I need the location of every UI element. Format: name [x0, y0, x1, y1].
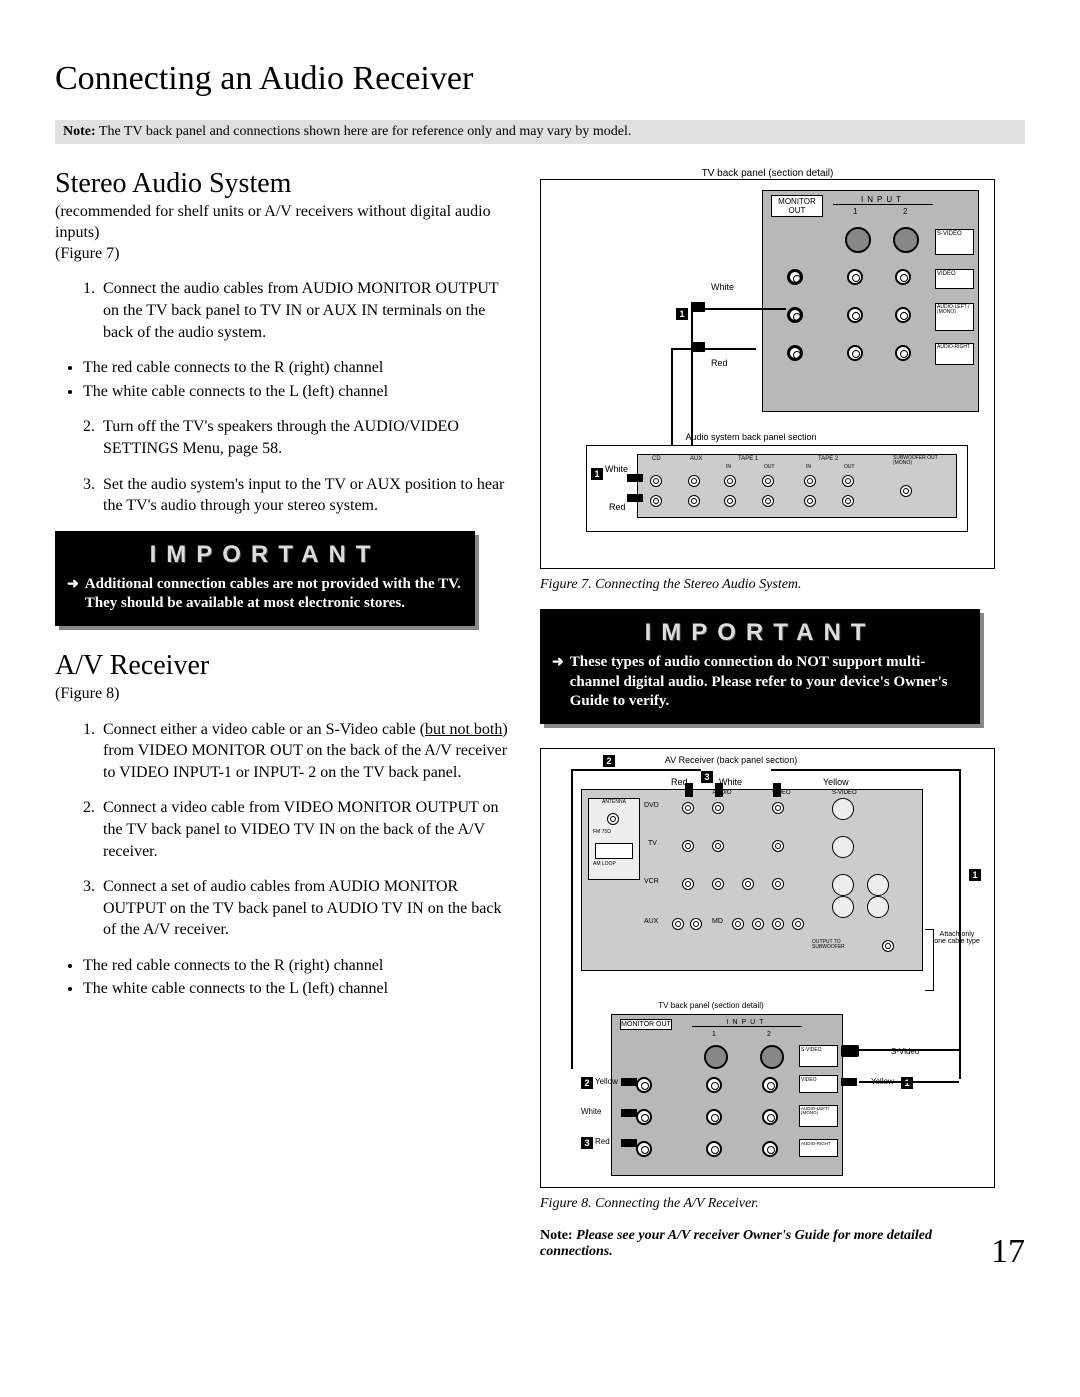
section1-steps: Connect the audio cables from AUDIO MONI… — [55, 278, 510, 343]
list-item: The red cable connects to the R (right) … — [83, 357, 510, 379]
list-item: The white cable connects to the L (left)… — [83, 381, 510, 403]
list-item: Connect either a video cable or an S-Vid… — [99, 719, 510, 784]
section2-steps: Connect either a video cable or an S-Vid… — [55, 719, 510, 941]
important-title: IMPORTANT — [67, 541, 463, 569]
section2-heading: A/V Receiver — [55, 650, 510, 682]
top-note: Note: The TV back panel and connections … — [55, 120, 1025, 144]
important-body-text: Additional connection cables are not pro… — [85, 575, 463, 614]
arrow-icon — [67, 575, 79, 614]
page-title: Connecting an Audio Receiver — [55, 60, 1025, 98]
important-box-1: IMPORTANT Additional connection cables a… — [55, 531, 475, 626]
important-title: IMPORTANT — [552, 619, 968, 647]
arrow-icon — [552, 653, 564, 712]
list-item: The white cable connects to the L (left)… — [83, 978, 510, 1000]
list-item: Connect the audio cables from AUDIO MONI… — [99, 278, 510, 343]
section1-sub: (recommended for shelf units or A/V rece… — [55, 202, 510, 264]
top-note-text: The TV back panel and connections shown … — [99, 124, 631, 139]
section2-bullets: The red cable connects to the R (right) … — [55, 955, 510, 1000]
list-item: Connect a video cable from VIDEO MONITOR… — [99, 797, 510, 862]
page-number: 17 — [991, 1233, 1025, 1271]
figure-8-caption: Figure 8. Connecting the A/V Receiver. — [540, 1196, 995, 1212]
fig7-toplabel: TV back panel (section detail) — [540, 168, 995, 179]
list-item: Turn off the TV's speakers through the A… — [99, 416, 510, 459]
section1-heading: Stereo Audio System — [55, 168, 510, 200]
important-body-text: These types of audio connection do NOT s… — [570, 653, 968, 712]
list-item: Connect a set of audio cables from AUDIO… — [99, 876, 510, 941]
list-item: The red cable connects to the R (right) … — [83, 955, 510, 977]
figure-7-caption: Figure 7. Connecting the Stereo Audio Sy… — [540, 577, 995, 593]
section1-steps-cont: Turn off the TV's speakers through the A… — [55, 416, 510, 516]
section2-figref: (Figure 8) — [55, 684, 510, 705]
top-note-label: Note: — [63, 124, 96, 139]
section1-bullets: The red cable connects to the R (right) … — [55, 357, 510, 402]
bottom-note: Note: Please see your A/V receiver Owner… — [540, 1228, 995, 1262]
figure-8: 2 AV Receiver (back panel section) ANTEN… — [540, 748, 995, 1188]
figure-7: MONITOR OUT INPUT 1 2 S-VIDEO VIDEO AUDI… — [540, 179, 995, 569]
list-item: Set the audio system's input to the TV o… — [99, 474, 510, 517]
important-box-2: IMPORTANT These types of audio connectio… — [540, 609, 980, 724]
